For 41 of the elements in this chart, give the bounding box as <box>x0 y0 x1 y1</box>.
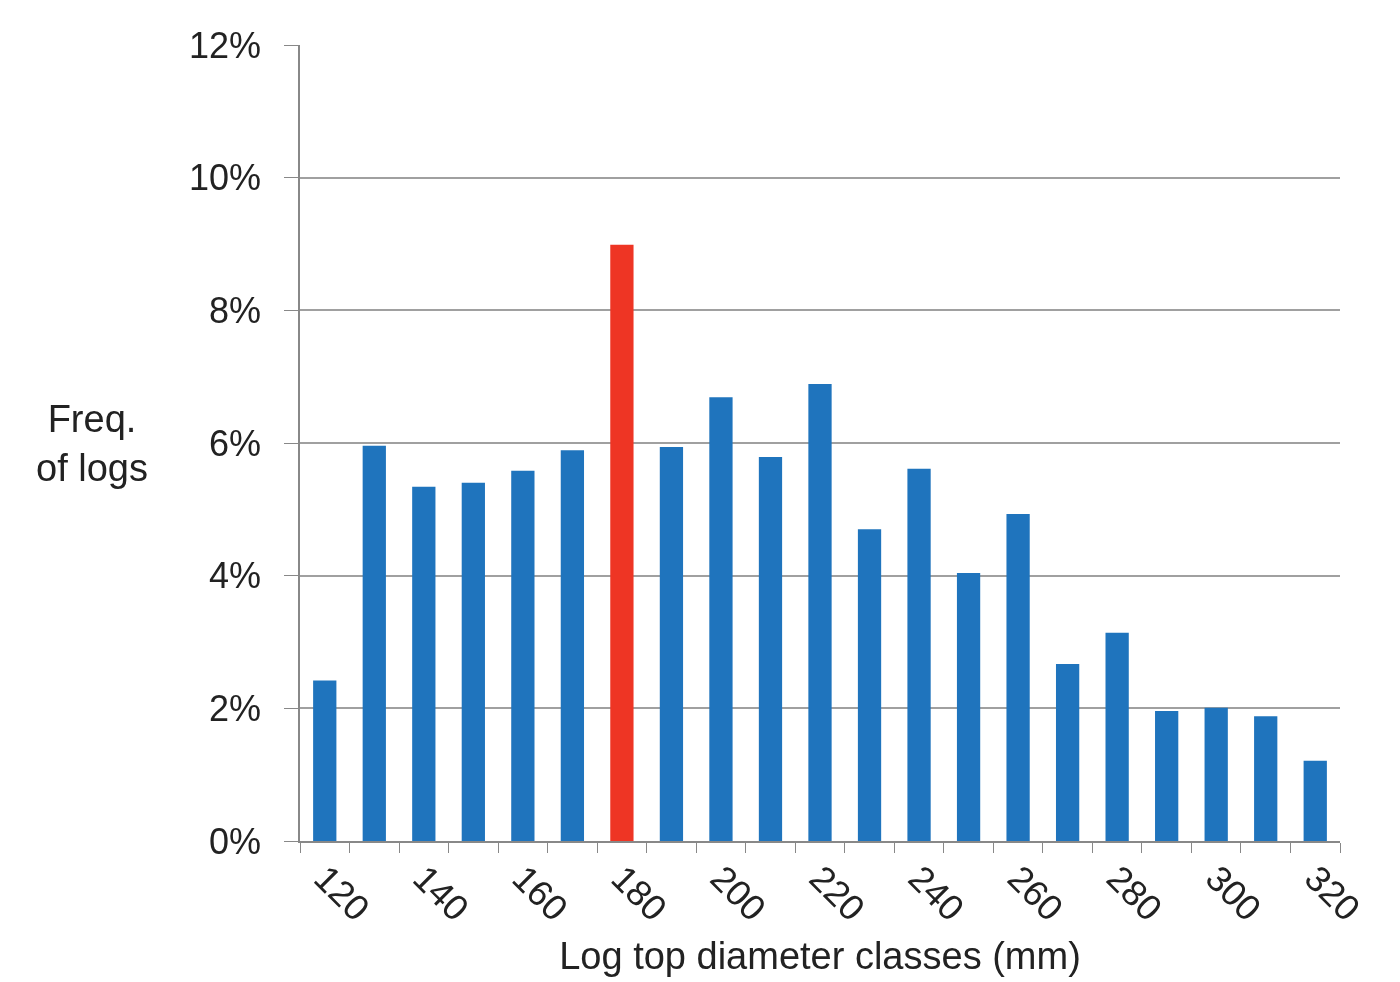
bar <box>1105 632 1129 841</box>
x-axis-title: Log top diameter classes (mm) <box>559 935 1081 978</box>
bar <box>907 468 931 841</box>
x-tick-label: 120 <box>306 857 378 929</box>
x-tick-label: 200 <box>702 857 775 929</box>
bar <box>1303 760 1327 841</box>
bar <box>808 383 832 841</box>
bar <box>857 529 882 841</box>
y-axis-title: Freq. of logs <box>36 398 148 490</box>
bar <box>709 397 733 841</box>
bar <box>362 445 386 841</box>
y-tick-label: 2% <box>209 687 262 729</box>
bar <box>1204 707 1228 841</box>
bar <box>461 482 485 841</box>
x-tick-label: 220 <box>801 857 874 929</box>
bar <box>1254 716 1278 841</box>
bar <box>659 446 684 841</box>
x-tick-label: 160 <box>504 857 576 929</box>
bar <box>610 244 634 841</box>
y-tick-label: 8% <box>209 289 262 331</box>
bar <box>313 680 337 841</box>
x-tick-label: 260 <box>999 857 1072 929</box>
y-tick-label: 6% <box>209 422 262 464</box>
x-tick-label: 240 <box>900 857 973 929</box>
bar <box>560 450 585 841</box>
bar <box>1006 513 1030 841</box>
bar <box>1055 663 1080 841</box>
bar <box>758 456 783 841</box>
y-tick-label: 4% <box>209 555 262 597</box>
x-tick-label: 140 <box>405 857 477 929</box>
bar <box>1155 710 1179 841</box>
x-tick-label: 180 <box>603 857 675 929</box>
bar <box>511 470 535 841</box>
x-tick-label: 300 <box>1197 857 1270 929</box>
x-tick-label: 320 <box>1296 857 1369 929</box>
y-tick-label: 0% <box>209 820 262 862</box>
bar <box>956 573 981 841</box>
y-tick-label: 12% <box>188 24 262 66</box>
bar <box>412 486 436 841</box>
x-tick-label: 280 <box>1098 857 1171 929</box>
y-tick-label: 10% <box>188 157 262 199</box>
